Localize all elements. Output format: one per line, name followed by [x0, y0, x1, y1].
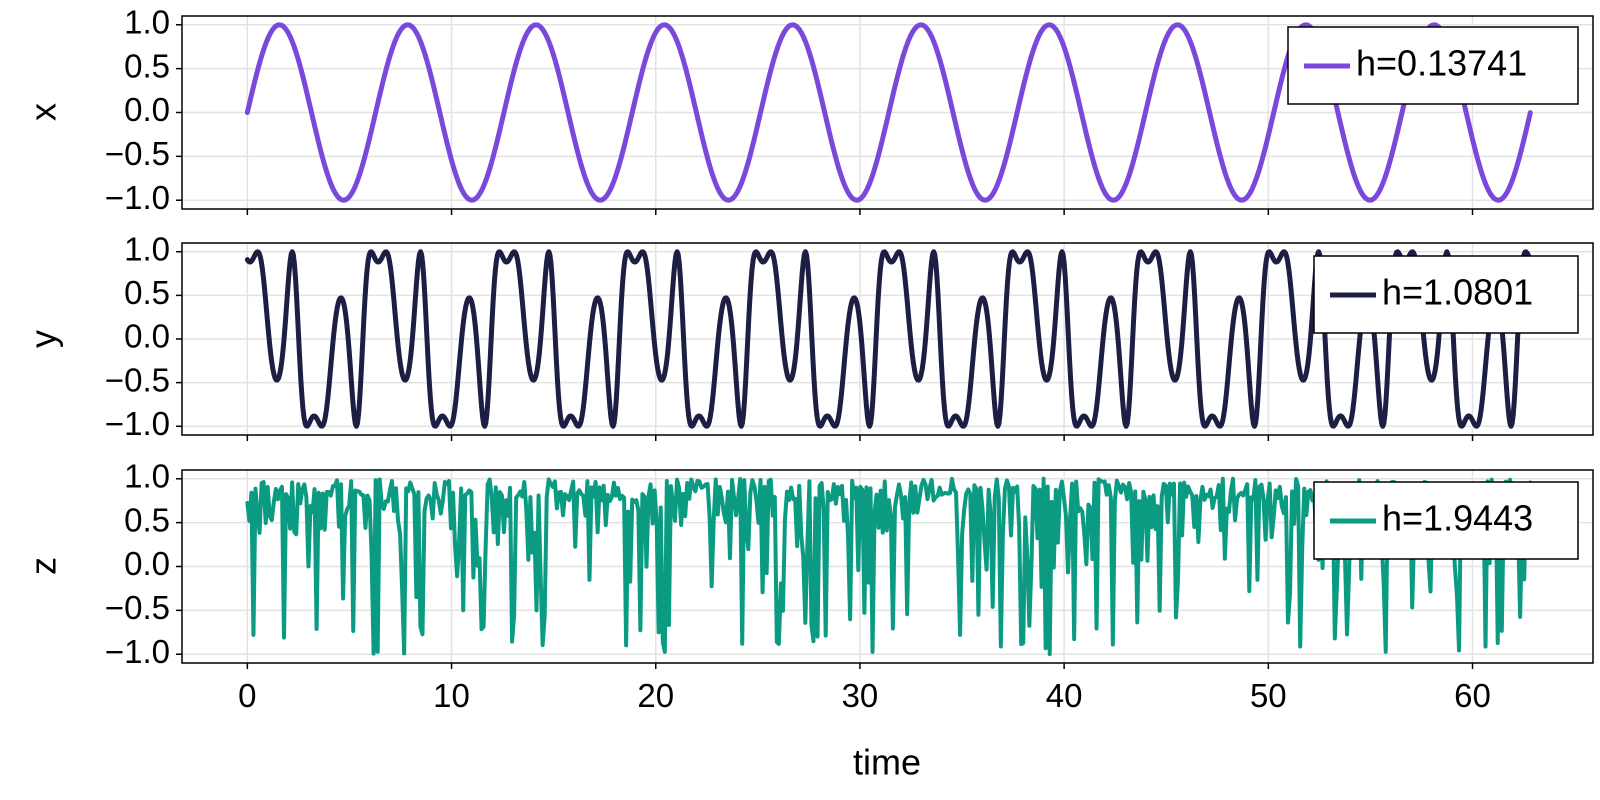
panel-x-legend: h=0.13741: [1287, 26, 1579, 105]
panel-x: 1.0 0.5 0.0 −0.5 −1.0 x h=0.13741: [23, 3, 1594, 216]
x-axis-label: time: [853, 742, 921, 783]
panel-y-ylabel: y: [23, 330, 64, 348]
panel-z-ytick-label-1: 0.5: [124, 501, 170, 538]
x-tick-label-20: 20: [637, 677, 674, 714]
panel-z-legend: h=1.9443: [1313, 481, 1579, 560]
panel-z-xticks: 0 10 20 30 40 50 60: [238, 663, 1491, 714]
x-tick-label-0: 0: [238, 677, 256, 714]
panel-z: 1.0 0.5 0.0 −0.5 −1.0 0 10 20 30 40 50 60 z h=1.94…: [23, 457, 1594, 714]
panel-y-ytick-label-0: 1.0: [124, 230, 170, 267]
panel-x-ytick-label-3: −0.5: [105, 135, 170, 172]
panel-x-yticks: 1.0 0.5 0.0 −0.5 −1.0: [105, 3, 182, 216]
panel-z-yticks: 1.0 0.5 0.0 −0.5 −1.0: [105, 457, 182, 670]
panel-x-ylabel: x: [23, 103, 64, 121]
panel-y-yticks: 1.0 0.5 0.0 −0.5 −1.0: [105, 230, 182, 442]
panel-x-xticks: [246, 209, 1474, 215]
panel-x-ytick-label-2: 0.0: [124, 91, 170, 128]
panel-x-ytick-label-1: 0.5: [124, 47, 170, 84]
x-tick-label-40: 40: [1046, 677, 1083, 714]
panel-x-ytick-label-4: −1.0: [105, 179, 170, 216]
panel-z-ylabel: z: [23, 557, 64, 575]
panel-y-ytick-label-4: −1.0: [105, 405, 170, 442]
panel-z-ytick-label-2: 0.0: [124, 545, 170, 582]
x-tick-label-30: 30: [842, 677, 879, 714]
panel-z-ytick-label-0: 1.0: [124, 457, 170, 494]
panel-y-legend-label: h=1.0801: [1382, 272, 1533, 313]
panel-y-ytick-label-3: −0.5: [105, 361, 170, 398]
panel-y-xticks: [246, 435, 1474, 441]
panel-y: 1.0 0.5 0.0 −0.5 −1.0 y h=1.0801: [23, 230, 1594, 442]
x-tick-label-10: 10: [433, 677, 470, 714]
x-tick-label-50: 50: [1250, 677, 1287, 714]
panel-z-ytick-label-3: −0.5: [105, 589, 170, 626]
panel-z-legend-label: h=1.9443: [1382, 498, 1533, 539]
panel-y-ytick-label-1: 0.5: [124, 274, 170, 311]
panel-y-legend: h=1.0801: [1313, 255, 1579, 334]
panel-x-ytick-label-0: 1.0: [124, 3, 170, 40]
x-tick-label-60: 60: [1454, 677, 1491, 714]
panel-y-ytick-label-2: 0.0: [124, 318, 170, 355]
panel-x-legend-label: h=0.13741: [1356, 43, 1527, 84]
panel-z-ytick-label-4: −1.0: [105, 633, 170, 670]
